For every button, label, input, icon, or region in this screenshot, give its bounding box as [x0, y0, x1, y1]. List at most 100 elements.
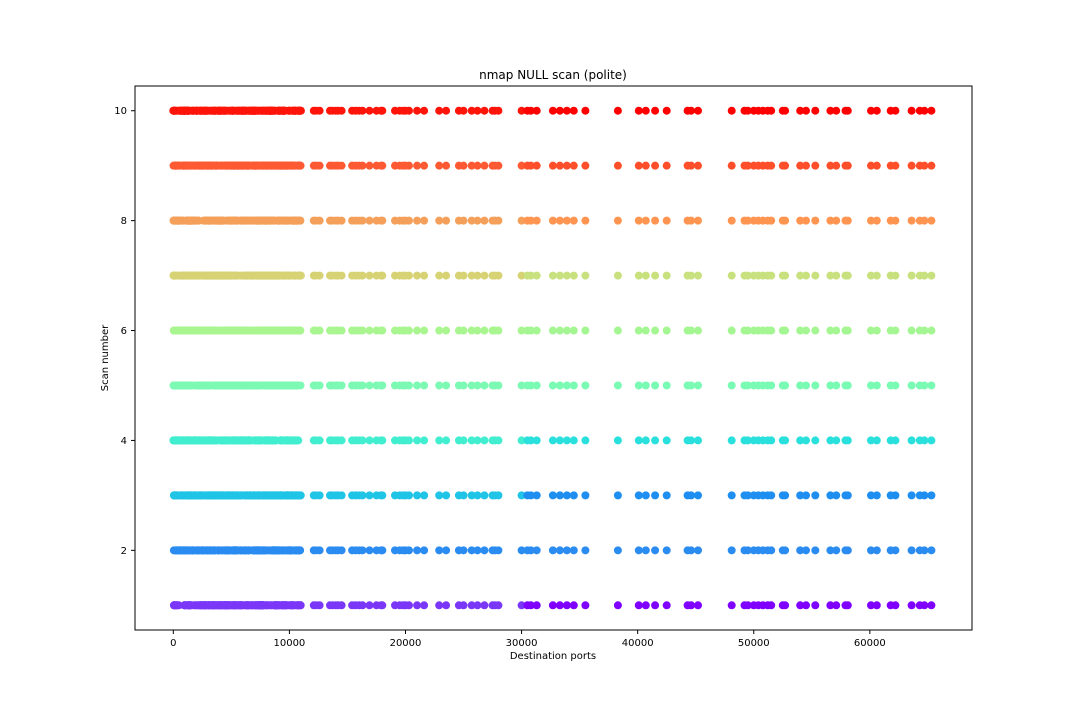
data-point	[315, 326, 324, 335]
data-point	[548, 546, 557, 555]
data-point	[276, 491, 285, 500]
data-point	[480, 491, 489, 500]
data-point	[222, 161, 231, 170]
data-point	[843, 216, 852, 225]
x-tick-label: 50000	[738, 638, 770, 649]
data-point	[279, 216, 288, 225]
data-point	[907, 491, 916, 500]
data-point	[517, 381, 526, 390]
data-point	[295, 216, 304, 225]
data-point	[315, 106, 324, 115]
data-point	[365, 106, 374, 115]
data-point	[467, 601, 476, 610]
data-point	[413, 546, 422, 555]
data-point	[802, 436, 810, 445]
data-point	[548, 381, 557, 390]
data-point	[315, 381, 324, 390]
data-point	[473, 546, 482, 555]
data-point	[214, 161, 223, 170]
data-point	[920, 491, 929, 500]
data-point	[767, 106, 776, 115]
data-point	[480, 436, 489, 445]
data-point	[634, 326, 643, 335]
data-point	[378, 491, 387, 500]
data-point	[442, 106, 451, 115]
data-point	[687, 381, 696, 390]
data-point	[920, 381, 929, 390]
data-point	[290, 326, 299, 335]
data-point	[189, 216, 198, 225]
data-point	[181, 546, 189, 555]
data-point	[743, 601, 752, 610]
data-point	[420, 436, 429, 445]
data-point	[258, 106, 267, 115]
data-point	[694, 601, 702, 610]
data-point	[178, 216, 187, 225]
data-point	[258, 546, 267, 555]
data-point	[275, 161, 284, 170]
data-point	[185, 601, 194, 610]
data-point	[613, 161, 622, 170]
data-point	[907, 381, 916, 390]
data-point	[517, 491, 526, 500]
data-point	[442, 216, 451, 225]
data-point	[872, 381, 881, 390]
data-point	[480, 601, 489, 610]
data-point	[826, 216, 835, 225]
data-point	[413, 216, 422, 225]
data-point	[199, 491, 208, 500]
data-point	[920, 326, 929, 335]
data-point	[206, 381, 215, 390]
data-point	[442, 546, 451, 555]
data-point	[405, 216, 413, 225]
data-point	[613, 216, 622, 225]
data-point	[891, 491, 900, 500]
data-point	[274, 106, 283, 115]
data-point	[920, 271, 929, 280]
data-point	[634, 271, 643, 280]
data-point	[473, 326, 482, 335]
data-point	[662, 436, 671, 445]
data-point	[277, 326, 286, 335]
x-tick-label: 60000	[854, 638, 886, 649]
data-point	[517, 436, 526, 445]
data-point	[186, 161, 195, 170]
data-point	[378, 326, 387, 335]
data-point	[927, 436, 936, 445]
x-axis-ticks: 0 10000 20000 30000 40000 50000 60000	[170, 630, 886, 649]
data-point	[727, 546, 736, 555]
data-point	[420, 546, 429, 555]
data-point	[517, 326, 526, 335]
data-point	[662, 216, 671, 225]
x-tick-label: 40000	[622, 638, 654, 649]
data-point	[266, 436, 275, 445]
data-point	[796, 106, 805, 115]
data-point	[459, 216, 468, 225]
data-point	[234, 381, 243, 390]
data-point	[532, 161, 541, 170]
data-point	[694, 491, 702, 500]
data-point	[927, 546, 936, 555]
data-point	[532, 271, 541, 280]
data-point	[872, 491, 881, 500]
data-point	[442, 326, 451, 335]
data-point	[315, 491, 324, 500]
data-point	[872, 436, 881, 445]
data-point	[634, 381, 643, 390]
data-point	[811, 326, 820, 335]
data-point	[249, 326, 258, 335]
data-point	[214, 106, 223, 115]
data-point	[420, 381, 429, 390]
data-point	[517, 161, 526, 170]
data-point	[413, 436, 422, 445]
data-point	[378, 106, 387, 115]
data-point	[223, 491, 232, 500]
data-point	[182, 271, 191, 280]
data-point	[920, 216, 929, 225]
data-point	[210, 271, 218, 280]
data-point	[216, 271, 225, 280]
data-point	[767, 436, 776, 445]
data-point	[802, 381, 810, 390]
data-point	[687, 436, 696, 445]
data-point	[548, 271, 557, 280]
